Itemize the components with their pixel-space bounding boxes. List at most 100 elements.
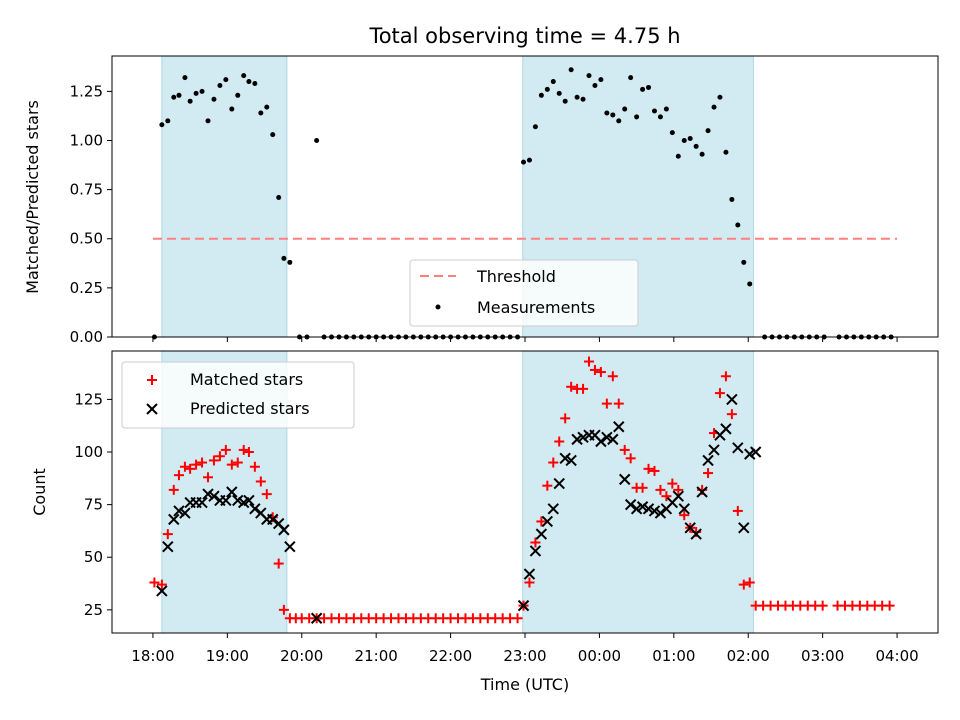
measurement-point [640,86,646,92]
legend-threshold-label: Threshold [476,267,556,286]
predicted-point [738,522,750,534]
legend-measurements-label: Measurements [477,298,595,317]
predicted-point [156,585,168,597]
legend-matched-label: Matched stars [190,370,303,389]
legend-x-marker-b [146,403,158,415]
matched-point [560,413,571,424]
predicted-point-b [642,503,655,515]
x-tick-label: 02:00 [727,647,770,665]
predicted-point-b [636,501,649,513]
predicted-point-b [702,454,714,467]
measurement-point [205,118,211,124]
predicted-point-b [547,503,559,515]
measurement-point [675,153,681,159]
measurement-point [711,104,717,110]
matched-point [191,459,202,470]
predicted-point-b [601,431,613,443]
y-tick-label-bottom: 50 [84,548,103,566]
predicted-point [220,494,232,507]
measurement-point [723,149,729,155]
measurement-point [634,114,640,120]
matched-point [197,457,208,468]
measurement-point [628,75,634,81]
matched-point [817,600,828,611]
measurement-point [646,84,652,90]
y-tick-label-bottom: 100 [74,443,103,461]
legend-box-bottom [121,361,355,429]
measurement-point [241,73,247,79]
matched-point [202,472,213,483]
measurement-point [562,98,568,104]
matched-point [179,461,190,472]
shaded-window-bottom [522,350,754,634]
legend-top: Threshold Measurements [409,259,639,327]
measurement-point [276,194,282,200]
predicted-point-b [726,393,738,406]
matched-point [156,579,167,590]
predicted-point [249,503,261,515]
predicted-point-b [168,513,180,526]
predicted-point [310,612,323,624]
matched-point [149,577,160,588]
matched-point [589,364,600,375]
matched-point [655,484,666,495]
predicted-point-b [173,505,185,517]
predicted-point-b [696,486,708,498]
y-tick-label-top: 0.25 [70,279,103,297]
matched-point [595,367,606,378]
measurement-point [159,122,165,128]
matched-point [255,476,266,487]
matched-point [208,455,219,466]
predicted-point-b [607,433,619,446]
matched-point [273,558,284,569]
legend-bottom: Matched stars Predicted stars [121,361,355,429]
matched-point [679,510,690,521]
measurement-point [622,106,628,112]
measurement-point [187,98,193,104]
y-axis-label-bottom: Count [30,468,49,516]
predicted-point-b [541,515,554,528]
matched-point [238,444,249,455]
measurement-point [741,259,747,265]
predicted-point-b [196,496,208,509]
predicted-point-b [648,505,661,517]
predicted-point [696,486,708,498]
measurement-point [538,92,544,98]
predicted-point [565,454,577,467]
measurement-point [264,104,270,110]
matched-point [643,463,654,474]
panel-counts: 18:00 19:00 20:00 21:00 22:00 23:00 00:00 01:00… [30,350,939,694]
predicted-point-b [156,585,168,597]
predicted-point-b [690,528,702,540]
measurement-point [568,67,574,73]
measurement-point [550,79,556,85]
chart-title: Total observing time = 4.75 h [368,24,680,48]
measurement-point [281,255,287,261]
predicted-point [267,513,279,526]
matched-point [625,453,636,464]
matched-point [720,371,731,382]
predicted-point [179,507,191,519]
predicted-point [720,423,732,435]
matched-point [554,436,565,447]
matched-point [278,604,289,615]
measurement-point [182,75,188,81]
predicted-point-b [267,513,279,526]
measurement-point [217,82,223,88]
measurement-point [604,110,610,116]
matched-point [226,459,237,470]
predicted-point [243,494,255,507]
measurement-point [252,81,258,87]
y-tick-label-top: 1.25 [70,82,103,100]
measurement-point [314,137,320,143]
predicted-point [529,545,542,557]
x-tick-label: 04:00 [875,647,918,665]
matched-point [249,461,260,472]
x-tick-label: 03:00 [801,647,844,665]
predicted-point-b [208,490,220,502]
predicted-point [678,503,690,515]
x-axis-ticks: 18:00 19:00 20:00 21:00 22:00 23:00 00:00 01:00… [131,633,919,665]
legend-matched-swatch [147,375,157,385]
y-tick-label-top: 1.00 [70,131,103,149]
matched-point [542,480,553,491]
